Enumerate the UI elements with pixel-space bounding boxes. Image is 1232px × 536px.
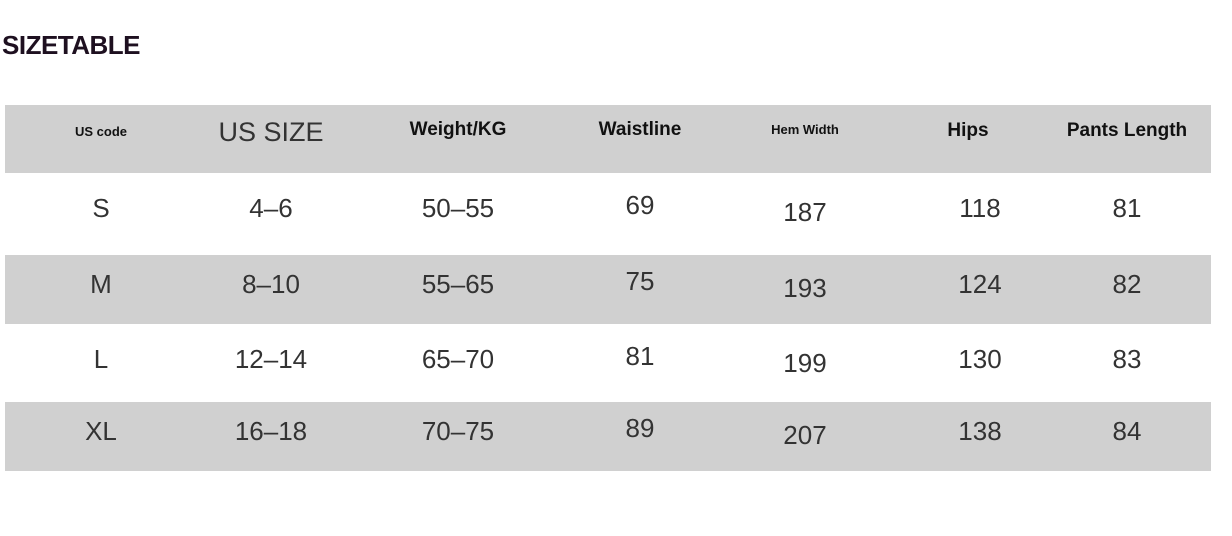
table-cell: 187 [783,197,827,227]
table-row: L 12–14 65–70 81 199 130 83 [5,324,1211,402]
table-cell: 16–18 [234,416,308,446]
table-header: US code US SIZE Weight/KG Waistline Hem Widt… [5,105,1211,173]
table-cell: 70–75 [421,416,495,446]
column-header: Pants Length [1066,120,1188,141]
table-cell: 81 [625,341,655,371]
column-header: Hem Width [771,122,839,137]
table-cell: 124 [958,269,1002,299]
column-header: Weight/KG [409,119,507,140]
table-cell: XL [85,416,117,446]
table-cell: 69 [625,190,655,220]
column-header: US code [74,124,128,139]
column-header: Waistline [598,119,682,140]
table-cell: 118 [959,193,1001,223]
table-row: M 8–10 55–65 75 193 124 82 [5,255,1211,324]
table-cell: 12–14 [234,344,308,374]
page-title: SIZETABLE [2,30,141,60]
table-row: S 4–6 50–55 69 187 118 81 [5,173,1211,255]
table-cell: S [92,193,110,223]
table-cell: 55–65 [421,269,495,299]
table-cell: 75 [625,266,655,296]
table-cell: 65–70 [421,344,495,374]
table-cell: 81 [1112,193,1142,223]
table-cell: 193 [783,273,827,303]
table-cell: 89 [625,413,655,443]
table-cell: 138 [958,416,1002,446]
table-cell: 83 [1112,344,1142,374]
table-cell: 207 [783,420,827,450]
table-cell: 4–6 [249,193,293,223]
table-cell: 130 [958,344,1002,374]
table-cell: L [93,344,109,374]
column-header: Hips [947,120,989,141]
table-row: XL 16–18 70–75 89 207 138 84 [5,402,1211,471]
table-cell: 84 [1112,416,1142,446]
column-header: US SIZE [218,117,324,147]
table-cell: 82 [1112,269,1142,299]
table-cell: 8–10 [242,269,300,299]
table-cell: 50–55 [421,193,495,223]
table-cell: 199 [783,348,827,378]
table-cell: M [90,269,112,299]
